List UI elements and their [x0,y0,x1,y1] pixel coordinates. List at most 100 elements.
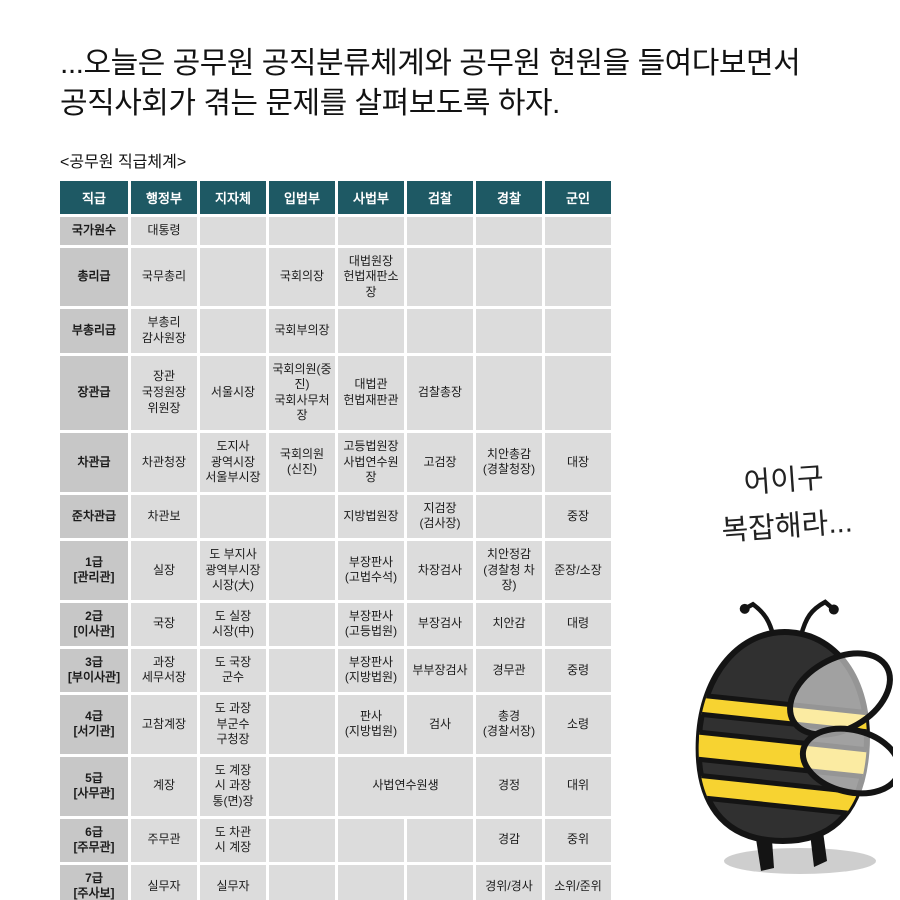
data-cell: 부장판사 (고등법원) [338,602,404,646]
column-header: 입법부 [269,181,335,214]
data-cell: 소령 [545,695,611,754]
data-cell [476,247,542,307]
data-cell: 대법원장 헌법재판소장 [338,247,404,307]
data-cell: 중령 [545,648,611,693]
data-cell: 대위 [545,756,611,816]
rank-cell: 장관급 [60,355,128,430]
data-cell: 실무자 [131,864,197,900]
data-cell: 중장 [545,494,611,538]
column-header: 군인 [545,181,611,214]
data-cell [269,695,335,754]
data-cell: 실무자 [200,864,266,900]
data-cell: 경정 [476,756,542,816]
data-cell: 국장 [131,602,197,646]
data-cell: 도 계장 시 과장 통(면)장 [200,756,266,816]
table-caption: <공무원 직급체계> [60,154,187,171]
data-cell: 국회의장 [269,247,335,307]
table-row: 3급 [부이사관] 과장 세무서장 도 국장 군수 부장판사 (지방법원) 부부장검사 경… [60,648,611,693]
rank-cell: 7급 [주사보] [60,864,128,900]
rank-cell: 총리급 [60,247,128,307]
rank-cell: 2급 [이사관] [60,602,128,646]
data-cell [338,864,404,900]
data-cell: 소위/준위 [545,864,611,900]
page-title: ...오늘은 공무원 공직분류체계와 공무원 현원을 들여다보면서 공직사회가 … [60,47,801,120]
bee-wings [787,650,900,797]
data-cell [476,309,542,353]
data-cell: 부장판사 (고법수석) [338,540,404,600]
data-cell: 총경 (경찰서장) [476,695,542,754]
data-cell [407,309,473,353]
rank-cell: 차관급 [60,432,128,492]
data-cell [407,247,473,307]
data-cell: 고등법원장 사법연수원장 [338,432,404,492]
data-cell [269,864,335,900]
data-cell: 부부장검사 [407,648,473,693]
data-cell [476,494,542,538]
data-cell: 준장/소장 [545,540,611,600]
rank-cell: 준차관급 [60,494,128,538]
data-cell: 대법관 헌법재판관 [338,355,404,430]
data-cell: 도 실장 시장(中) [200,602,266,646]
data-cell: 사법연수원생 [338,756,473,816]
column-header: 지자체 [200,181,266,214]
rank-cell: 5급 [사무관] [60,756,128,816]
data-cell: 도지사 광역시장 서울부시장 [200,432,266,492]
data-cell [269,494,335,538]
data-cell: 치안총감 (경찰청장) [476,432,542,492]
data-cell [476,217,542,245]
data-cell: 경감 [476,818,542,862]
table-row: 2급 [이사관] 국장 도 실장 시장(中) 부장판사 (고등법원) 부장검사 치안감 대령 [60,602,611,646]
data-cell: 국회의원(중진) 국회사무처장 [269,355,335,430]
data-cell [545,309,611,353]
bee-cartoon-icon [693,599,900,874]
table-row: 차관급 차관청장 도지사 광역시장 서울부시장 국회의원 (신진) 고등법원장 사법연수… [60,432,611,492]
data-cell: 차관보 [131,494,197,538]
data-cell: 도 부지사 광역부시장 시장(大) [200,540,266,600]
data-cell: 도 차관 시 계장 [200,818,266,862]
table-row: 5급 [사무관] 계장 도 계장 시 과장 통(면)장 사법연수원생 경정 대위 [60,756,611,816]
data-cell [269,648,335,693]
table-row: 부총리급 부총리 감사원장 국회부의장 [60,309,611,353]
data-cell [407,818,473,862]
data-cell [407,217,473,245]
data-cell [269,756,335,816]
data-cell: 중위 [545,818,611,862]
data-cell: 지검장 (검사장) [407,494,473,538]
table-row: 7급 [주사보] 실무자 실무자 경위/경사 소위/준위 [60,864,611,900]
data-cell: 차관청장 [131,432,197,492]
data-cell [545,247,611,307]
table-row: 4급 [서기관] 고참계장 도 과장 부군수 구청장 판사 (지방법원) 검사 총경 (경… [60,695,611,754]
column-header: 직급 [60,181,128,214]
data-cell [269,602,335,646]
data-cell: 판사 (지방법원) [338,695,404,754]
data-cell: 국무총리 [131,247,197,307]
data-cell: 경위/경사 [476,864,542,900]
handwritten-note: 어이구 복잡해라... [720,462,854,548]
data-cell [200,247,266,307]
data-cell [545,355,611,430]
data-cell: 검사 [407,695,473,754]
table-header-row: 직급 행정부 지자체 입법부 사법부 검찰 경찰 군인 [60,181,611,214]
data-cell: 부총리 감사원장 [131,309,197,353]
table-row: 총리급 국무총리 국회의장 대법원장 헌법재판소장 [60,247,611,307]
rank-cell: 3급 [부이사관] [60,648,128,693]
data-cell: 과장 세무서장 [131,648,197,693]
data-cell: 서울시장 [200,355,266,430]
data-cell: 장관 국정원장 위원장 [131,355,197,430]
data-cell: 부장판사 (지방법원) [338,648,404,693]
column-header: 행정부 [131,181,197,214]
rank-cell: 부총리급 [60,309,128,353]
data-cell: 계장 [131,756,197,816]
data-cell: 대통령 [131,217,197,245]
rank-table: 직급 행정부 지자체 입법부 사법부 검찰 경찰 군인 국가원수 대통령 총리급 국무총리 국회의장 대… [57,178,614,900]
bee-shadow [724,848,876,874]
data-cell [200,217,266,245]
table-row: 준차관급 차관보 지방법원장 지검장 (검사장) 중장 [60,494,611,538]
data-cell [338,309,404,353]
data-cell [269,818,335,862]
data-cell [200,309,266,353]
rank-cell: 6급 [주무관] [60,818,128,862]
data-cell [338,818,404,862]
data-cell: 국회의원 (신진) [269,432,335,492]
data-cell: 경무관 [476,648,542,693]
